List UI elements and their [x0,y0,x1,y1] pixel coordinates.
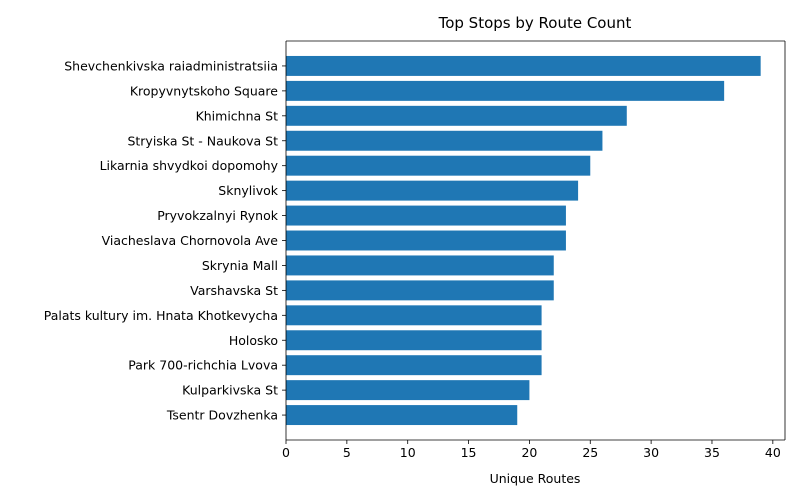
y-tick-label-14: Tsentr Dovzhenka [166,408,278,423]
x-tick-label-2: 10 [400,445,416,460]
bar-11 [286,330,542,351]
bar-12 [286,355,542,376]
bar-4 [286,155,591,176]
y-tick-label-10: Palats kultury im. Hnata Khotkevycha [44,308,278,323]
y-labels-layer: Shevchenkivska raiadministratsiia Kropyvn… [44,58,279,422]
bar-7 [286,230,566,251]
bar-8 [286,255,554,276]
x-tick-label-6: 30 [643,445,659,460]
bars-layer [286,55,761,426]
y-tick-label-6: Pryvokzalnyi Rynok [157,208,279,223]
y-tick-label-13: Kulparkivska St [182,383,278,398]
x-axis-title: Unique Routes [490,471,581,486]
x-tick-label-7: 35 [704,445,720,460]
x-tick-label-4: 20 [521,445,537,460]
bar-3 [286,130,603,151]
y-tick-label-1: Kropyvnytskoho Square [130,83,278,98]
y-tick-label-9: Varshavska St [190,283,278,298]
bar-14 [286,405,518,426]
bar-13 [286,380,530,401]
x-tick-label-8: 40 [765,445,781,460]
x-tick-label-0: 0 [282,445,290,460]
bar-9 [286,280,554,301]
x-tick-label-3: 15 [461,445,477,460]
x-ticks-layer: 0 5 10 15 20 25 30 35 40 [282,440,781,460]
bar-1 [286,80,725,101]
axes-layer [282,40,786,441]
bar-5 [286,180,579,201]
y-tick-label-3: Stryiska St - Naukova St [127,133,278,148]
bar-2 [286,105,627,126]
x-tick-label-5: 25 [582,445,598,460]
bar-0 [286,55,761,76]
y-tick-label-11: Holosko [229,333,278,348]
y-tick-label-2: Khimichna St [196,108,279,123]
chart-title: Top Stops by Route Count [438,14,632,32]
y-tick-label-7: Viacheslava Chornovola Ave [102,233,279,248]
x-tick-label-1: 5 [343,445,351,460]
bar-6 [286,205,566,226]
y-tick-label-12: Park 700-richchia Lvova [128,358,278,373]
y-tick-label-5: Sknylivok [218,183,278,198]
y-tick-label-4: Likarnia shvydkoi dopomohy [100,158,279,173]
y-tick-label-8: Skrynia Mall [202,258,278,273]
bar-10 [286,305,542,326]
y-tick-label-0: Shevchenkivska raiadministratsiia [64,58,278,73]
